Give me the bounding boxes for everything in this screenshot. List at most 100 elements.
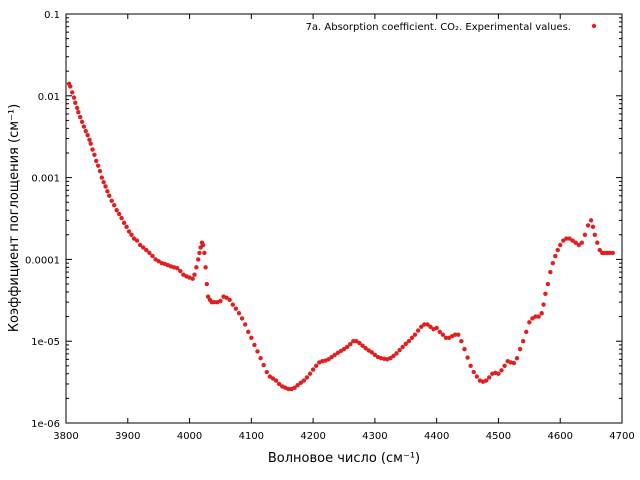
data-point [129, 232, 134, 237]
data-point [592, 232, 598, 237]
data-point [292, 385, 297, 390]
data-point [205, 294, 211, 299]
data-point [192, 272, 197, 277]
data-point [443, 335, 449, 341]
data-point [200, 242, 206, 248]
data-point [496, 371, 501, 376]
data-point [276, 381, 282, 387]
x-tick-label: 3800 [53, 431, 78, 442]
data-point [103, 184, 108, 189]
data-point [524, 329, 529, 335]
legend-marker [591, 23, 597, 29]
data-point [87, 137, 92, 142]
data-point [409, 335, 415, 341]
data-point [456, 332, 461, 337]
data-point [204, 281, 210, 287]
data-point [212, 299, 217, 305]
data-point [511, 360, 517, 366]
data-point [459, 339, 464, 344]
data-point [197, 250, 202, 256]
x-axis-label: Волновое число (см⁻¹) [268, 451, 420, 466]
data-point [85, 132, 90, 138]
data-point [94, 158, 99, 164]
data-point [582, 232, 588, 237]
data-point [610, 250, 615, 256]
data-point [83, 128, 88, 134]
data-point [255, 349, 260, 354]
data-point [307, 371, 313, 376]
data-point [422, 322, 427, 327]
data-point [579, 240, 585, 245]
data-point [190, 276, 195, 281]
data-point [90, 147, 95, 152]
data-point [483, 378, 489, 383]
data-point [79, 119, 85, 125]
data-points [66, 81, 615, 392]
data-point [440, 332, 446, 337]
data-point [258, 355, 263, 361]
data-point [553, 253, 558, 259]
data-point [564, 236, 569, 241]
data-point [224, 295, 229, 300]
data-point [273, 378, 279, 383]
x-tick-label: 4200 [300, 431, 325, 442]
data-point [119, 215, 124, 221]
data-point [351, 339, 356, 344]
data-point [69, 90, 75, 95]
data-point [453, 332, 458, 337]
data-point [68, 84, 73, 89]
data-point [76, 110, 81, 115]
data-point [178, 268, 183, 274]
data-point [124, 224, 129, 230]
data-point [548, 269, 553, 275]
data-point [397, 347, 402, 353]
data-point [304, 375, 310, 380]
x-tick-label: 4700 [609, 431, 634, 442]
data-point [388, 355, 393, 361]
data-point [270, 376, 276, 381]
data-point [147, 250, 152, 256]
data-point [144, 247, 149, 253]
y-tick-label: 0.0001 [25, 255, 60, 266]
data-point [246, 329, 251, 335]
data-point [264, 369, 269, 375]
data-point [114, 207, 119, 213]
data-point [74, 105, 80, 111]
data-point [111, 202, 117, 208]
data-point [97, 168, 103, 174]
data-point [520, 339, 526, 344]
data-point [175, 266, 180, 271]
data-point [517, 346, 523, 352]
data-point [607, 250, 612, 256]
data-point [78, 114, 83, 120]
data-point [437, 329, 442, 335]
data-point [107, 193, 112, 198]
data-point [595, 240, 600, 245]
data-point [295, 382, 300, 388]
data-point [314, 363, 319, 369]
data-point [73, 100, 78, 106]
data-point [363, 346, 368, 351]
y-tick-label: 1e-05 [31, 337, 60, 348]
data-point [261, 362, 266, 368]
data-point [95, 163, 101, 168]
data-point [218, 298, 223, 304]
data-point [558, 242, 563, 248]
data-point [406, 339, 412, 344]
data-point [236, 310, 242, 316]
data-point [150, 253, 155, 259]
data-point [99, 175, 105, 180]
data-point [588, 218, 594, 223]
data-point [434, 325, 439, 331]
data-point [121, 220, 127, 226]
data-point [81, 124, 87, 129]
data-point [252, 342, 257, 348]
data-point [298, 380, 303, 386]
legend-label: 7a. Absorption coefficient. CO₂. Experim… [306, 22, 571, 33]
data-point [576, 242, 581, 248]
data-point [585, 223, 591, 228]
data-point [194, 265, 199, 270]
data-point [203, 265, 208, 270]
data-point [499, 368, 504, 373]
